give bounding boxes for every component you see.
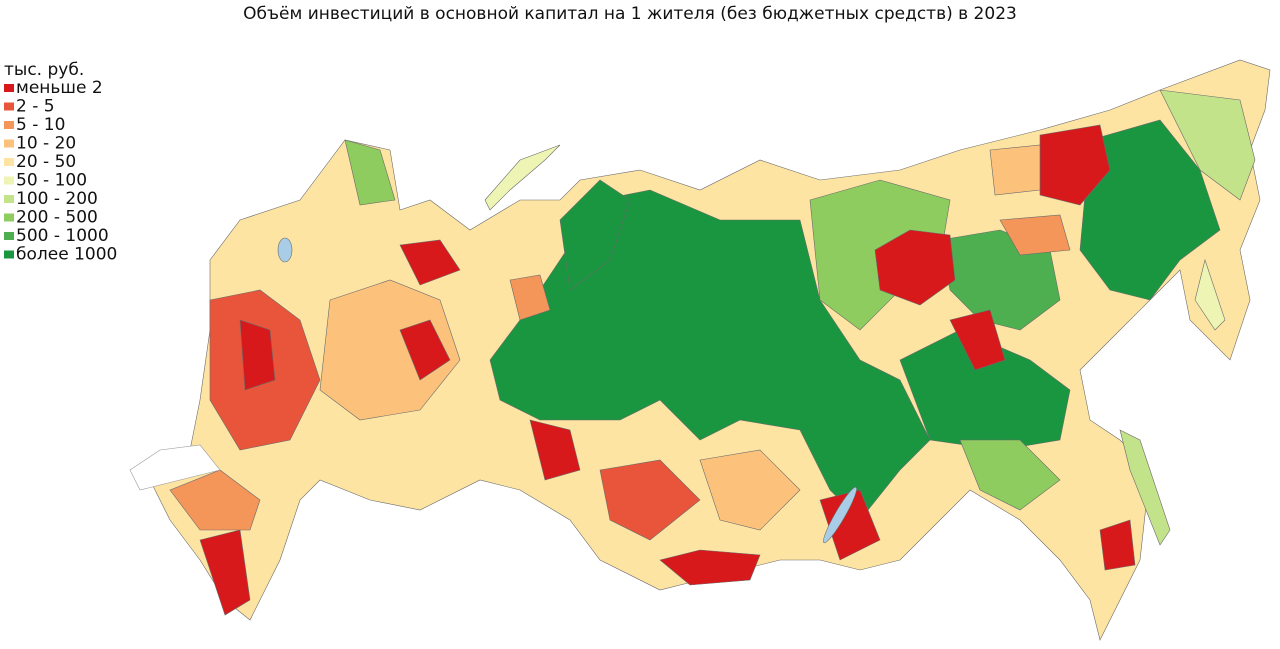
- region: [1099, 519, 1136, 571]
- region: [874, 229, 956, 306]
- legend-label: 200 - 500: [16, 208, 98, 228]
- no-data-area: [129, 444, 221, 491]
- legend-label: 50 - 100: [16, 171, 87, 191]
- region: [699, 449, 801, 531]
- island: [1119, 429, 1171, 546]
- legend-swatch: [4, 213, 14, 222]
- region: [529, 419, 581, 481]
- region: [599, 459, 701, 541]
- island: [484, 144, 561, 211]
- legend-label: 20 - 50: [16, 152, 76, 172]
- region: [399, 239, 461, 286]
- region: [1159, 89, 1256, 201]
- island: [1194, 258, 1226, 331]
- legend-label: меньше 2: [16, 78, 103, 98]
- legend-swatch: [4, 102, 14, 111]
- legend-swatch: [4, 232, 14, 240]
- legend-swatch: [4, 139, 14, 148]
- region: [959, 439, 1061, 511]
- legend-label: 10 - 20: [16, 134, 76, 154]
- region: [999, 214, 1071, 256]
- region: [169, 469, 261, 531]
- region: [989, 144, 1041, 196]
- legend-title: тыс. руб.: [4, 60, 84, 80]
- legend-label: 2 - 5: [16, 97, 55, 117]
- legend-swatch: [4, 158, 14, 166]
- legend-swatch: [4, 121, 14, 129]
- island: [559, 179, 631, 291]
- region: [489, 189, 931, 521]
- legend-swatch: [4, 176, 14, 185]
- legend-swatch: [4, 195, 14, 203]
- legend-label: 100 - 200: [16, 189, 98, 209]
- region: [509, 274, 551, 321]
- lake: [823, 486, 857, 544]
- legend-label: более 1000: [16, 245, 117, 265]
- legend-label: 500 - 1000: [16, 226, 109, 246]
- region: [199, 529, 251, 616]
- region: [819, 489, 881, 561]
- region: [239, 319, 276, 391]
- region: [344, 139, 396, 206]
- legend-label: 5 - 10: [16, 115, 65, 135]
- russia-map: [129, 59, 1271, 641]
- region: [659, 549, 761, 586]
- lake: [277, 237, 293, 263]
- legend-swatch: [4, 250, 14, 259]
- legend-swatch: [4, 84, 14, 92]
- map-title: Объём инвестиций в основной капитал на 1…: [243, 4, 1017, 24]
- region: [1079, 119, 1221, 301]
- region: [949, 309, 1006, 371]
- region: [399, 319, 451, 381]
- region: [319, 279, 461, 421]
